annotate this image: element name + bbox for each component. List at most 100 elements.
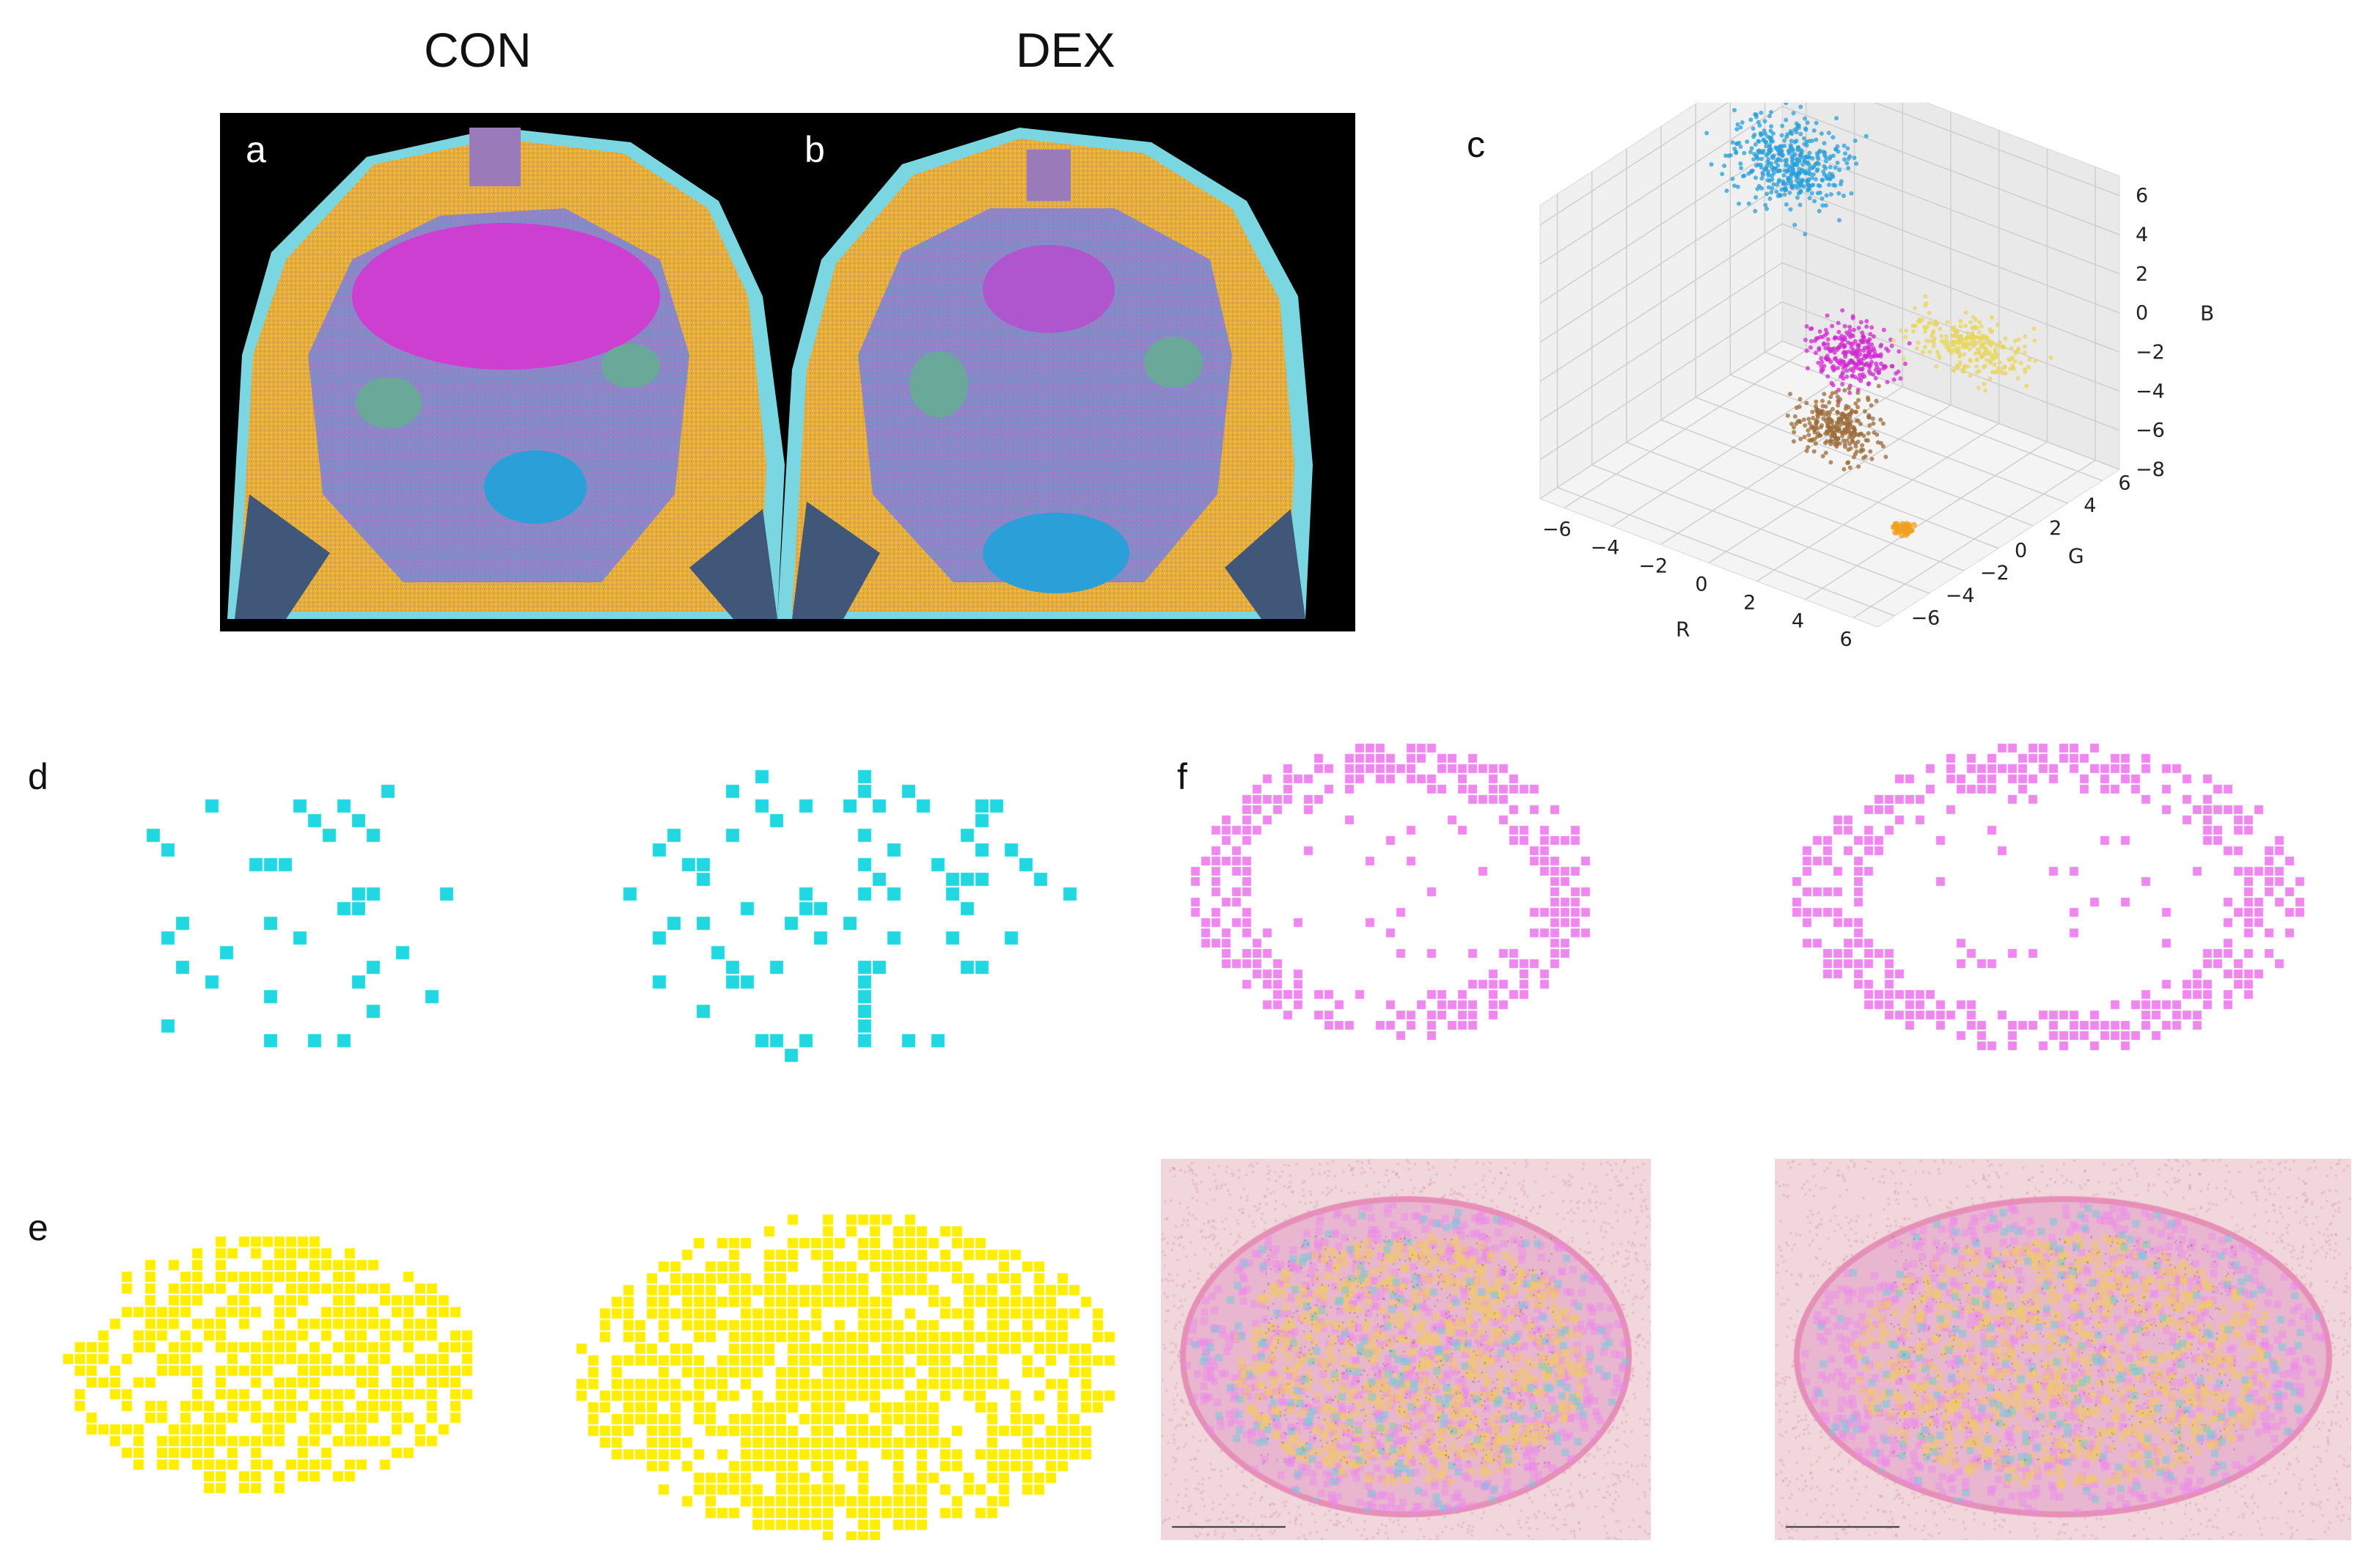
pink-cluster-con — [1181, 733, 1599, 1041]
data-point — [1995, 343, 2000, 348]
data-point — [1773, 166, 1778, 171]
data-point — [1751, 157, 1756, 162]
data-point — [1879, 441, 1883, 446]
data-point — [1951, 339, 1956, 344]
data-point — [2024, 383, 2029, 388]
data-point — [1903, 527, 1910, 533]
data-point — [1979, 324, 1984, 329]
data-point — [1836, 320, 1841, 326]
data-point — [1732, 146, 1737, 151]
gridline — [1781, 183, 2120, 314]
data-point — [1868, 449, 1873, 454]
data-point — [1811, 172, 1816, 177]
data-point — [1801, 417, 1806, 422]
yellow-cluster-dex — [565, 1203, 1122, 1540]
data-point — [1869, 403, 1874, 408]
data-point — [1830, 323, 1835, 329]
data-point — [1892, 530, 1898, 536]
data-point — [1836, 360, 1842, 365]
data-point — [1927, 349, 1932, 354]
data-point — [1828, 395, 1833, 400]
data-point — [1846, 166, 1851, 171]
panel-ab-image — [220, 113, 1355, 631]
data-point — [1842, 194, 1846, 198]
data-point — [1822, 364, 1827, 369]
data-point — [1996, 366, 2001, 371]
data-point — [1831, 183, 1836, 188]
data-point — [1810, 409, 1815, 414]
data-point — [1778, 144, 1783, 149]
data-point — [1835, 410, 1840, 415]
data-point — [1807, 196, 1812, 201]
data-point — [1850, 369, 1855, 373]
data-point — [1724, 188, 1729, 194]
data-point — [1968, 320, 1974, 325]
data-point — [1845, 425, 1850, 431]
data-point — [1984, 357, 1989, 362]
data-point — [1785, 132, 1790, 137]
data-point — [1794, 126, 1799, 131]
data-point — [1845, 146, 1850, 151]
data-point — [2015, 375, 2020, 381]
data-point — [1798, 202, 1803, 208]
data-point — [1971, 326, 1976, 331]
data-point — [1819, 131, 1824, 136]
gridline — [1730, 374, 2068, 504]
data-point — [1813, 441, 1818, 446]
data-point — [1992, 362, 1997, 367]
data-point — [1734, 150, 1739, 155]
data-point — [1866, 340, 1871, 345]
data-point — [1974, 364, 1979, 369]
data-point — [1867, 423, 1872, 428]
data-point — [2048, 355, 2053, 360]
data-point — [2018, 360, 2023, 365]
data-point — [1943, 334, 1949, 339]
z-tick-label: −8 — [2136, 458, 2165, 481]
data-point — [1817, 208, 1822, 213]
data-point — [1813, 351, 1818, 356]
data-point — [1789, 139, 1794, 144]
data-point — [1856, 376, 1861, 381]
data-point — [1916, 340, 1921, 345]
data-point — [1803, 423, 1808, 428]
data-point — [1833, 335, 1838, 340]
data-point — [1817, 150, 1822, 155]
data-point — [1866, 351, 1872, 356]
data-point — [1763, 202, 1768, 208]
data-point — [1965, 364, 1971, 369]
data-point — [1844, 438, 1850, 443]
data-point — [1749, 146, 1754, 151]
data-point — [1738, 125, 1743, 130]
data-point — [1841, 376, 1846, 381]
z-axis-label: B — [2200, 301, 2214, 326]
x-tick-label: −6 — [1542, 519, 1572, 541]
data-point — [1816, 431, 1821, 436]
data-point — [1971, 315, 1976, 320]
data-point — [1965, 342, 1970, 347]
data-point — [1869, 342, 1875, 347]
data-point — [1826, 131, 1831, 136]
data-point — [1844, 161, 1850, 166]
data-point — [1856, 326, 1861, 331]
data-point — [1977, 351, 1982, 356]
data-point — [1817, 329, 1822, 334]
x-tick-label: −4 — [1591, 537, 1620, 560]
gridline — [1781, 144, 2120, 275]
data-point — [1814, 399, 1819, 404]
data-point — [1846, 460, 1851, 465]
data-point — [1806, 428, 1811, 433]
data-point — [1827, 183, 1831, 187]
z-tick-label: −6 — [2136, 420, 2165, 442]
data-point — [1825, 356, 1830, 361]
data-point — [1823, 158, 1828, 164]
data-point — [1975, 326, 1980, 331]
data-point — [1806, 433, 1811, 438]
data-point — [1855, 353, 1860, 358]
data-point — [1806, 155, 1811, 160]
data-point — [1732, 183, 1737, 188]
data-point — [1871, 353, 1876, 359]
data-point — [1781, 173, 1787, 178]
z-tick-label: 0 — [2136, 302, 2148, 325]
data-point — [1860, 443, 1865, 448]
